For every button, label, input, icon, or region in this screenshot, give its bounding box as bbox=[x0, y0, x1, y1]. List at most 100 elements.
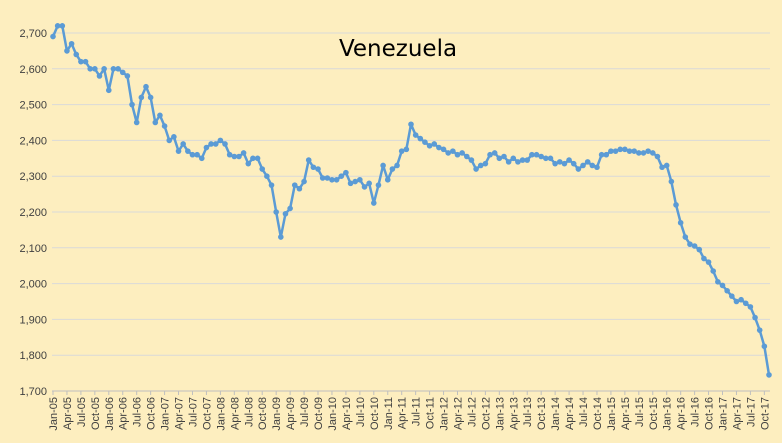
x-tick-label: Jul-10 bbox=[355, 397, 367, 427]
data-point bbox=[82, 58, 89, 65]
data-point bbox=[426, 142, 433, 149]
data-point bbox=[626, 148, 633, 154]
data-point bbox=[217, 137, 224, 144]
data-point bbox=[250, 155, 256, 162]
data-point bbox=[510, 155, 517, 162]
series-layer bbox=[50, 23, 772, 378]
x-tick-label: Jan-16 bbox=[662, 397, 674, 431]
data-point bbox=[566, 157, 572, 163]
x-tick-label: Oct-11 bbox=[425, 397, 437, 429]
y-tick-label: 1,900 bbox=[19, 314, 47, 326]
x-tick-label: Oct-08 bbox=[257, 397, 269, 430]
x-tick-label: Jan-10 bbox=[327, 397, 339, 431]
series-line bbox=[51, 24, 771, 376]
y-tick-label: 2,200 bbox=[19, 207, 47, 219]
data-point bbox=[50, 33, 56, 40]
x-tick-label: Apr-07 bbox=[174, 397, 186, 430]
data-point bbox=[547, 155, 554, 162]
y-tick-label: 2,500 bbox=[19, 100, 47, 112]
data-point bbox=[366, 180, 372, 187]
data-point bbox=[589, 162, 596, 169]
x-tick-label: Jan-13 bbox=[494, 397, 506, 431]
data-point bbox=[412, 132, 419, 138]
data-point bbox=[756, 327, 763, 333]
data-point bbox=[157, 112, 163, 119]
data-point bbox=[608, 148, 614, 154]
x-tick-label: Jul-08 bbox=[243, 397, 255, 427]
x-tick-label: Jan-15 bbox=[606, 397, 618, 431]
data-point bbox=[291, 182, 298, 188]
data-point bbox=[68, 40, 75, 47]
data-point bbox=[570, 160, 577, 167]
x-tick-label: Jul-16 bbox=[690, 397, 702, 427]
data-point bbox=[87, 66, 93, 72]
data-point bbox=[733, 298, 740, 305]
data-point bbox=[394, 162, 400, 169]
data-point bbox=[96, 73, 103, 79]
data-point bbox=[612, 148, 619, 154]
data-point bbox=[161, 123, 168, 129]
data-point bbox=[450, 148, 456, 154]
data-point bbox=[124, 73, 131, 79]
data-point bbox=[691, 243, 698, 249]
data-point bbox=[473, 166, 479, 172]
data-point bbox=[496, 155, 503, 162]
data-point bbox=[715, 279, 721, 285]
data-point bbox=[636, 150, 642, 156]
data-point bbox=[747, 304, 754, 310]
x-tick-label: Apr-06 bbox=[118, 397, 130, 430]
x-tick-label: Apr-10 bbox=[341, 397, 353, 430]
data-point bbox=[375, 182, 382, 188]
data-point bbox=[561, 160, 568, 167]
data-point bbox=[59, 23, 66, 29]
x-tick-label: Jul-15 bbox=[634, 397, 646, 427]
data-point bbox=[696, 246, 703, 253]
data-point bbox=[468, 157, 475, 163]
data-point bbox=[268, 182, 275, 188]
data-point bbox=[505, 159, 512, 165]
data-point bbox=[422, 139, 428, 145]
y-tick-label: 2,700 bbox=[19, 28, 47, 40]
data-point bbox=[417, 135, 424, 142]
data-point bbox=[296, 185, 303, 192]
data-point bbox=[240, 150, 247, 156]
data-point bbox=[212, 141, 219, 147]
data-point bbox=[477, 162, 484, 169]
x-tick-label: Oct-07 bbox=[201, 397, 213, 430]
data-point bbox=[254, 155, 261, 162]
data-point bbox=[445, 150, 451, 156]
data-point bbox=[329, 176, 335, 183]
data-point bbox=[408, 121, 414, 128]
data-point bbox=[524, 157, 531, 163]
data-point bbox=[719, 282, 726, 289]
data-point bbox=[556, 159, 563, 165]
y-tick-label: 2,100 bbox=[19, 243, 47, 255]
data-point bbox=[603, 151, 610, 158]
x-tick-label: Jan-11 bbox=[383, 397, 395, 430]
data-point bbox=[301, 178, 307, 185]
data-point bbox=[654, 153, 661, 160]
data-point bbox=[617, 146, 624, 153]
data-point bbox=[580, 162, 586, 169]
data-point bbox=[598, 151, 605, 158]
x-tick-label: Jan-07 bbox=[160, 397, 172, 431]
data-point bbox=[482, 160, 489, 167]
data-point bbox=[138, 94, 145, 101]
x-tick-label: Oct-15 bbox=[648, 397, 660, 430]
data-point bbox=[236, 153, 242, 160]
x-tick-label: Jan-09 bbox=[271, 397, 283, 431]
data-point bbox=[389, 166, 396, 172]
x-tick-label: Apr-17 bbox=[731, 397, 743, 430]
data-point bbox=[724, 287, 730, 294]
data-point bbox=[491, 150, 498, 156]
x-tick-label: Jan-08 bbox=[215, 397, 227, 431]
data-point bbox=[147, 94, 154, 101]
y-tick-label: 2,400 bbox=[19, 135, 47, 147]
data-point bbox=[659, 164, 665, 171]
data-point bbox=[431, 141, 438, 147]
data-point bbox=[668, 178, 675, 185]
x-tick-label: Jul-06 bbox=[132, 397, 144, 427]
x-tick-label: Oct-17 bbox=[759, 397, 771, 430]
